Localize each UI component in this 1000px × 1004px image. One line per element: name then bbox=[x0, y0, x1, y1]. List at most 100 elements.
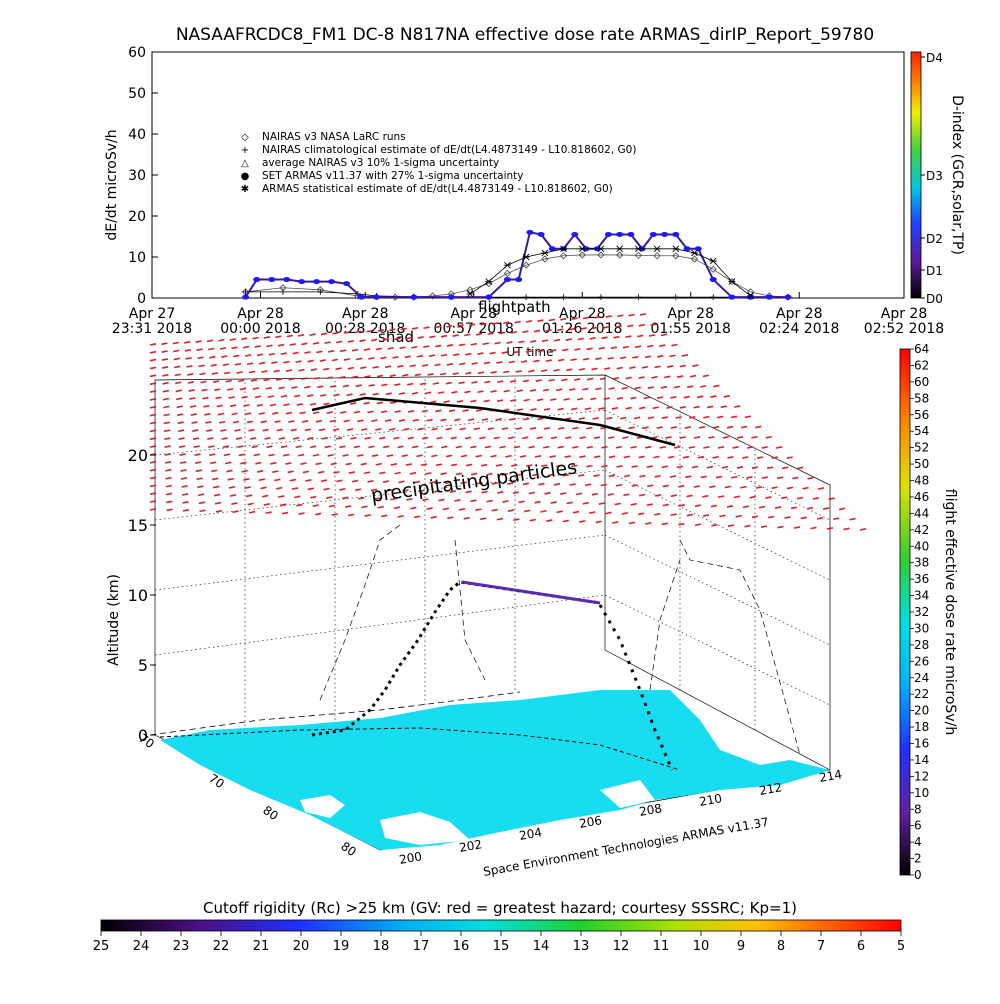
particle-mark bbox=[320, 332, 328, 336]
particle-mark bbox=[520, 360, 528, 363]
particle-mark bbox=[723, 394, 730, 398]
particle-mark bbox=[231, 502, 238, 505]
particle-mark bbox=[354, 330, 362, 334]
particle-mark bbox=[465, 371, 472, 375]
particle-mark bbox=[375, 347, 382, 351]
particle-mark bbox=[730, 415, 738, 419]
particle-mark bbox=[800, 516, 807, 520]
particle-mark bbox=[507, 509, 515, 512]
particle-mark bbox=[646, 465, 653, 469]
particle-mark bbox=[267, 395, 275, 398]
dose-tick-label: 30 bbox=[914, 621, 929, 635]
particle-mark bbox=[204, 412, 211, 416]
particle-mark bbox=[751, 515, 759, 519]
particle-mark bbox=[328, 349, 335, 353]
particle-mark bbox=[476, 481, 483, 485]
particle-mark bbox=[793, 526, 801, 529]
particle-mark bbox=[710, 504, 718, 508]
series-point bbox=[560, 294, 567, 301]
particle-mark bbox=[364, 514, 371, 517]
particle-mark bbox=[510, 330, 517, 334]
rigidity-tick-label: 21 bbox=[253, 939, 270, 954]
particle-mark bbox=[630, 502, 637, 506]
particle-mark bbox=[664, 375, 671, 379]
rigidity-tick-label: 19 bbox=[333, 939, 350, 954]
particle-mark bbox=[276, 486, 283, 490]
particle-mark bbox=[713, 384, 720, 388]
particle-mark bbox=[381, 383, 388, 387]
particle-mark bbox=[335, 436, 343, 440]
particle-mark bbox=[377, 329, 385, 332]
series-point bbox=[784, 294, 792, 300]
particle-mark bbox=[464, 390, 471, 394]
particle-mark bbox=[470, 399, 477, 403]
particle-mark bbox=[199, 372, 206, 376]
dose-tick-label: 22 bbox=[914, 687, 929, 701]
particle-mark bbox=[263, 378, 270, 382]
particle-mark bbox=[280, 352, 287, 356]
particle-mark bbox=[733, 495, 741, 499]
particle-mark bbox=[843, 527, 850, 531]
series-point bbox=[635, 294, 642, 301]
particle-mark bbox=[231, 346, 238, 350]
particle-mark bbox=[616, 366, 623, 370]
particle-mark bbox=[465, 463, 473, 467]
particle-mark bbox=[586, 377, 594, 381]
particle-mark bbox=[161, 358, 169, 361]
particle-mark bbox=[371, 419, 378, 423]
series-point bbox=[485, 294, 493, 300]
land-region-3 bbox=[600, 780, 655, 808]
particle-mark bbox=[225, 461, 232, 465]
particle-mark bbox=[822, 507, 830, 510]
particle-mark bbox=[744, 524, 751, 528]
particle-mark bbox=[368, 383, 375, 387]
particle-mark bbox=[326, 376, 333, 380]
particle-mark bbox=[423, 345, 430, 348]
particle-mark bbox=[471, 381, 478, 384]
particle-mark bbox=[368, 445, 375, 449]
particle-mark bbox=[670, 395, 677, 399]
particle-mark bbox=[562, 519, 569, 523]
particle-mark bbox=[370, 488, 378, 492]
particle-mark bbox=[598, 407, 605, 410]
dose-colorbar-ramp bbox=[899, 348, 911, 876]
particle-mark bbox=[376, 374, 384, 378]
particle-mark bbox=[528, 445, 535, 449]
particle-mark bbox=[360, 428, 368, 431]
particle-mark bbox=[654, 365, 661, 369]
particle-mark bbox=[398, 480, 405, 484]
particle-mark bbox=[301, 377, 308, 381]
particle-mark bbox=[666, 365, 674, 368]
particle-mark bbox=[323, 367, 330, 371]
particle-mark bbox=[512, 491, 520, 495]
particle-mark bbox=[515, 370, 522, 373]
particle-mark bbox=[546, 519, 553, 522]
particle-mark bbox=[435, 463, 443, 467]
particle-mark bbox=[530, 339, 537, 343]
particle-mark bbox=[665, 436, 672, 439]
particle-mark bbox=[578, 474, 585, 477]
legend-symbol: ● bbox=[241, 171, 250, 182]
particle-mark bbox=[181, 485, 188, 488]
rigidity-tick-label: 12 bbox=[613, 939, 630, 954]
particle-mark bbox=[405, 336, 413, 340]
particle-mark bbox=[293, 436, 300, 440]
particle-mark bbox=[673, 385, 681, 389]
rigidity-colorbar: Cutoff rigidity (Rc) >25 km (GV: red = g… bbox=[93, 899, 905, 954]
particle-mark bbox=[436, 436, 443, 440]
particle-mark bbox=[639, 493, 646, 497]
particle-mark bbox=[307, 394, 314, 398]
altitude-tick-label: 5 bbox=[138, 656, 148, 675]
particle-mark bbox=[199, 509, 206, 513]
particle-mark bbox=[382, 445, 390, 449]
particle-mark bbox=[475, 332, 483, 336]
series-point bbox=[242, 294, 250, 300]
particle-mark bbox=[163, 405, 170, 409]
particle-mark bbox=[315, 419, 323, 423]
particle-mark bbox=[644, 355, 651, 359]
particle-mark bbox=[265, 511, 272, 515]
particle-mark bbox=[555, 388, 563, 392]
particle-mark bbox=[480, 517, 487, 521]
particle-mark bbox=[212, 380, 220, 383]
particle-mark bbox=[561, 378, 568, 382]
